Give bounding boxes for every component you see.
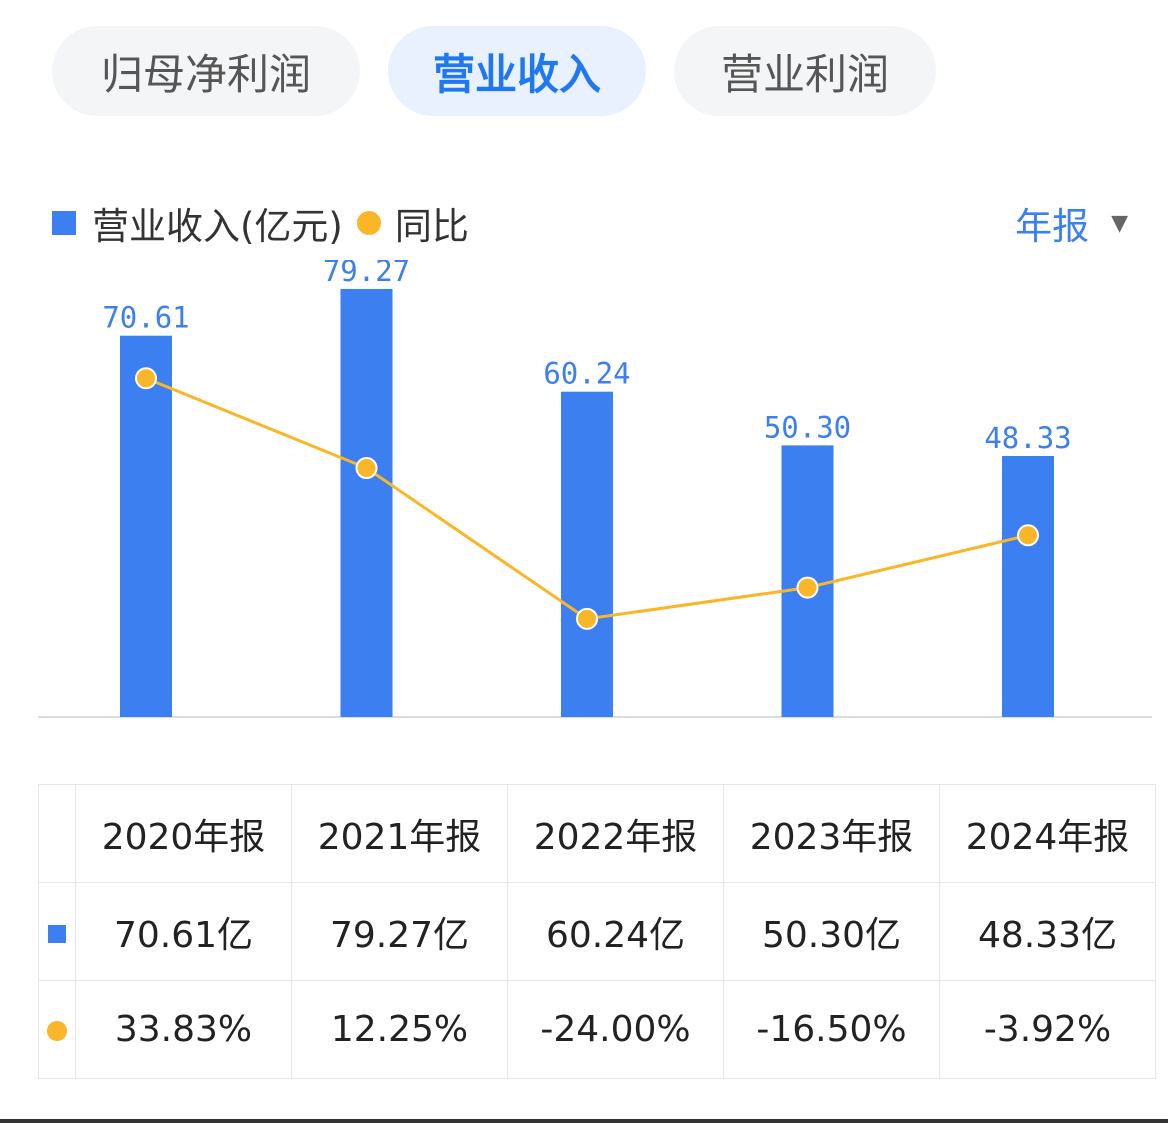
yoy-point[interactable] xyxy=(576,607,598,630)
table-cell: 70.61亿 xyxy=(75,882,292,981)
legend-yoy-marker xyxy=(356,211,381,235)
bottom-divider xyxy=(0,1119,1168,1123)
yoy-point[interactable] xyxy=(1017,524,1039,547)
yoy-point[interactable] xyxy=(135,367,157,390)
bar-value-label: 50.30 xyxy=(764,410,851,444)
table-cell: -16.50% xyxy=(723,980,940,1079)
table-cell: 50.30亿 xyxy=(723,882,940,981)
square-icon xyxy=(48,925,66,943)
table-cell: 33.83% xyxy=(75,980,292,1079)
revenue-bar[interactable] xyxy=(1002,456,1054,717)
bar-value-label: 70.61 xyxy=(102,301,189,335)
revenue-bar[interactable] xyxy=(561,391,613,717)
table-cell: 79.27亿 xyxy=(291,882,508,981)
period-selector-label: 年报 xyxy=(1015,205,1090,248)
tab-bar: 归母净利润 营业收入 营业利润 xyxy=(0,0,1168,140)
tab-net-profit[interactable]: 归母净利润 xyxy=(52,26,360,116)
table-header-cell: 2020年报 xyxy=(75,784,292,883)
tab-revenue[interactable]: 营业收入 xyxy=(388,26,646,116)
table-cell: -24.00% xyxy=(507,980,724,1079)
table-header-cell: 2023年报 xyxy=(723,784,940,883)
dot-icon xyxy=(47,1021,67,1041)
data-table: 2020年报 2021年报 2022年报 2023年报 2024年报 70.61… xyxy=(38,784,1156,1079)
table-row-yoy: 33.83% 12.25% -24.00% -16.50% -3.92% xyxy=(38,980,1156,1079)
bar-value-label: 79.27 xyxy=(323,260,410,288)
legend-revenue-label: 营业收入(亿元) xyxy=(92,205,343,248)
revenue-chart: 70.61 79.27 60.24 50.30 48.33 xyxy=(38,260,1152,718)
table-header-cell: 2022年报 xyxy=(507,784,724,883)
table-header-row: 2020年报 2021年报 2022年报 2023年报 2024年报 xyxy=(38,784,1156,883)
legend-revenue-marker xyxy=(52,211,76,235)
bar-value-label: 60.24 xyxy=(543,357,630,391)
yoy-point[interactable] xyxy=(355,457,378,480)
table-row-revenue: 70.61亿 79.27亿 60.24亿 50.30亿 48.33亿 xyxy=(38,882,1156,981)
yoy-point[interactable] xyxy=(796,576,819,599)
caret-down-icon: ▼ xyxy=(1111,210,1128,236)
revenue-bar[interactable] xyxy=(120,335,172,717)
chart-legend: 营业收入(亿元) 同比 xyxy=(52,196,469,250)
revenue-bar[interactable] xyxy=(340,288,393,717)
table-cell: 12.25% xyxy=(291,980,508,1079)
yoy-row-marker xyxy=(38,980,76,1079)
table-cell: -3.92% xyxy=(939,980,1156,1079)
table-cell: 48.33亿 xyxy=(939,882,1156,981)
table-corner-cell xyxy=(38,784,76,883)
bar-value-label: 48.33 xyxy=(984,421,1071,455)
revenue-row-marker xyxy=(38,882,76,981)
legend-yoy-label: 同比 xyxy=(394,205,469,248)
table-header-cell: 2021年报 xyxy=(291,784,508,883)
tab-operating-profit[interactable]: 营业利润 xyxy=(674,26,936,116)
period-selector[interactable]: 年报 ▼ xyxy=(1015,196,1128,250)
table-header-cell: 2024年报 xyxy=(939,784,1156,883)
table-cell: 60.24亿 xyxy=(507,882,724,981)
